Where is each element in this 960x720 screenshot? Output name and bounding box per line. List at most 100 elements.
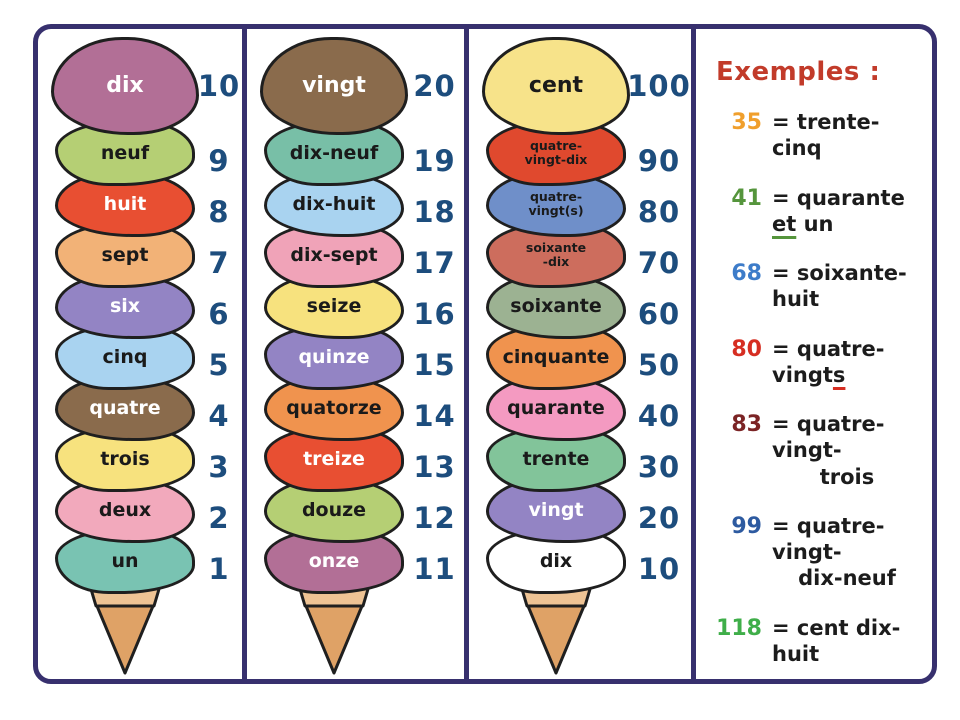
scoop-vingt: vingt <box>260 37 408 135</box>
number-row: 100 <box>627 37 691 135</box>
number-row: 13 <box>413 441 455 492</box>
number-column-1-10: 10 9 8 7 6 5 4 3 2 1 <box>196 29 242 679</box>
number-row: 50 <box>638 339 680 390</box>
numeral-7: 7 <box>208 245 230 280</box>
example-number: 41 <box>731 185 762 211</box>
scoop-label: huit <box>103 192 147 215</box>
number-row: 60 <box>638 288 680 339</box>
example-35: 35 = trente-cinq <box>716 109 922 162</box>
numeral-12: 12 <box>413 500 456 535</box>
numeral-90: 90 <box>637 143 681 178</box>
example-text: = quatre-vingt-dix-neuf <box>772 513 922 592</box>
scoop-label: cinquante <box>502 345 610 368</box>
number-row: 40 <box>638 390 680 441</box>
example-83: 83 = quatre-vingt-trois <box>716 411 922 490</box>
numeral-50: 50 <box>637 347 681 382</box>
example-text: = trente-cinq <box>772 109 922 162</box>
numeral-20: 20 <box>413 69 456 103</box>
scoop-label: douze <box>301 498 367 521</box>
numeral-17: 17 <box>413 245 456 280</box>
text-segment: trois <box>819 464 875 489</box>
scoop-stack-10-100: cent quatre- vingt-dix quatre- vingt(s) soi… <box>482 29 630 679</box>
scoop-label: quatorze <box>286 396 382 419</box>
example-number: 68 <box>731 261 762 286</box>
number-row: 17 <box>413 237 455 288</box>
numeral-11: 11 <box>413 551 456 586</box>
underlined-segment: s <box>832 362 846 387</box>
poster-frame: dix neuf huit sept six cinq quatre trois deux un … <box>33 24 937 684</box>
scoop-douze: douze <box>264 477 404 543</box>
numeral-5: 5 <box>208 347 230 382</box>
scoop-label: dix-sept <box>290 243 378 266</box>
examples-title: Exemples : <box>716 57 881 87</box>
scoop-quatre-vingt(s): quatre- vingt(s) <box>486 171 626 237</box>
scoop-label: quinze <box>298 345 370 368</box>
scoop-label: vingt <box>302 72 366 98</box>
cone-body <box>526 604 586 675</box>
scoop-label: vingt <box>528 498 584 521</box>
text-segment: = trente-cinq <box>772 110 880 161</box>
example-number: 99 <box>731 513 762 539</box>
text-segment: un <box>796 211 834 236</box>
numeral-18: 18 <box>413 194 456 229</box>
numeral-19: 19 <box>413 143 456 178</box>
scoop-dix-huit: dix-huit <box>264 171 404 237</box>
scoop-label: dix-neuf <box>289 141 379 164</box>
panel-numbers-11-20: vingt dix-neuf dix-huit dix-sept seize quinze… <box>242 29 464 679</box>
cone-body <box>304 604 364 675</box>
scoop-label: cinq <box>102 345 148 368</box>
numeral-6: 6 <box>208 296 230 331</box>
scoop-label: treize <box>303 447 365 470</box>
numeral-70: 70 <box>637 245 681 280</box>
scoop-dix: dix <box>486 528 626 594</box>
example-text: = quatre-vingt-trois <box>772 411 922 490</box>
number-row: 19 <box>413 135 455 186</box>
examples-list: 35 = trente-cinq 41 = quarante et un 68 = soi… <box>716 109 922 679</box>
numeral-4: 4 <box>208 398 230 433</box>
number-row: 1 <box>208 543 229 594</box>
scoop-label: trois <box>100 447 150 470</box>
scoop-cent: cent <box>482 37 630 135</box>
scoop-label: quarante <box>507 396 605 419</box>
example-41: 41 = quarante et un <box>716 185 922 238</box>
scoop-label: dix <box>106 72 144 98</box>
scoop-label: un <box>111 549 139 572</box>
number-row: 14 <box>413 390 455 441</box>
example-number: 35 <box>731 110 762 135</box>
panel-numbers-10-100: cent quatre- vingt-dix quatre- vingt(s) soi… <box>464 29 691 679</box>
text-segment: = soixante-huit <box>772 261 907 312</box>
example-68: 68 = soixante-huit <box>716 260 922 313</box>
example-text: = quarante et un <box>772 185 922 238</box>
example-number: 80 <box>731 336 762 362</box>
scoop-label: onze <box>308 549 360 572</box>
number-column-11-20: 20 19 18 17 16 15 14 13 12 11 <box>405 29 464 679</box>
numeral-20: 20 <box>637 500 681 535</box>
number-row: 20 <box>413 37 455 135</box>
numeral-8: 8 <box>208 194 230 229</box>
cone-body <box>95 604 155 675</box>
number-column-10-100: 100 90 80 70 60 50 40 30 20 10 <box>627 29 691 679</box>
scoop-label: sept <box>101 243 149 266</box>
numeral-15: 15 <box>413 347 456 382</box>
numeral-3: 3 <box>208 449 230 484</box>
scoop-label: dix-huit <box>292 192 376 215</box>
scoop-label: cent <box>528 72 584 98</box>
number-row: 12 <box>413 492 455 543</box>
scoop-label: deux <box>98 498 152 521</box>
number-row: 18 <box>413 186 455 237</box>
numeral-80: 80 <box>637 194 681 229</box>
number-row: 8 <box>208 186 229 237</box>
number-row: 70 <box>638 237 680 288</box>
example-text: = soixante-huit <box>772 260 922 313</box>
example-99: 99 = quatre-vingt-dix-neuf <box>716 513 922 592</box>
numeral-10: 10 <box>637 551 681 586</box>
scoop-label: quatre <box>89 396 161 419</box>
number-row: 10 <box>198 37 240 135</box>
scoop-label: dix <box>539 549 573 572</box>
numeral-60: 60 <box>637 296 681 331</box>
text-segment: = quatre-vingt- <box>772 412 885 463</box>
scoop-label: soixante -dix <box>525 240 587 269</box>
number-row: 7 <box>208 237 229 288</box>
numeral-1: 1 <box>208 551 230 586</box>
text-segment: = quatre-vingt- <box>772 513 885 564</box>
